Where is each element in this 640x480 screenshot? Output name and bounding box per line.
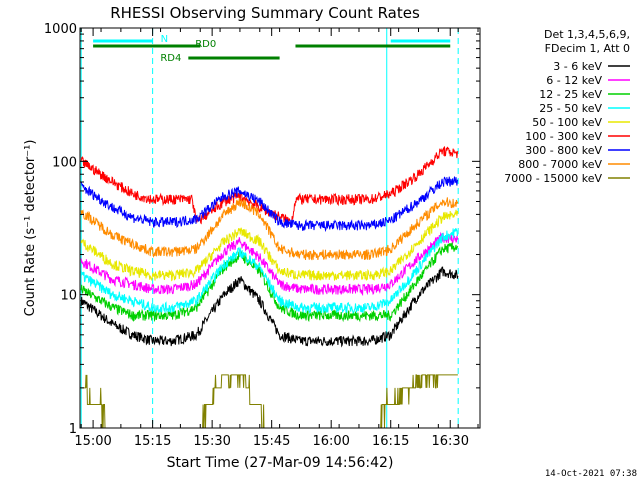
x-tick-label: 15:30 <box>193 434 230 449</box>
legend-entry-label: 800 - 7000 keV <box>518 158 602 171</box>
x-tick-label: 15:15 <box>134 434 171 449</box>
y-tick-label: 1000 <box>44 22 77 37</box>
legend-entry-label: 100 - 300 keV <box>525 130 602 143</box>
series-line <box>80 231 459 297</box>
series-line <box>80 266 459 348</box>
legend-entry-label: 3 - 6 keV <box>553 60 602 73</box>
legend-entry-label: 300 - 800 keV <box>525 144 602 157</box>
series-line <box>81 374 458 428</box>
y-axis-label: Count Rate (s⁻¹ detector⁻¹) <box>23 140 38 317</box>
x-tick-label: 15:45 <box>253 434 290 449</box>
legend-entry-label: 50 - 100 keV <box>532 116 602 129</box>
y-tick-label: 1 <box>69 422 77 437</box>
y-tick-label: 10 <box>60 289 77 304</box>
chart-title: RHESSI Observing Summary Count Rates <box>110 4 420 22</box>
x-tick-label: 16:00 <box>312 434 349 449</box>
flag-label: N <box>161 34 168 45</box>
series-line <box>80 242 459 323</box>
series-line <box>80 209 459 282</box>
y-tick-label: 100 <box>52 155 77 170</box>
x-tick-label: 16:15 <box>372 434 409 449</box>
x-axis-label: Start Time (27-Mar-09 14:56:42) <box>167 455 394 471</box>
series-line <box>80 227 459 315</box>
legend-entry-label: 25 - 50 keV <box>539 102 602 115</box>
x-tick-label: 15:00 <box>74 434 111 449</box>
legend-entry-label: 12 - 25 keV <box>539 88 602 101</box>
legend-header: FDecim 1, Att 0 <box>545 42 630 55</box>
flag-label: RD0 <box>195 39 216 50</box>
legend-header: Det 1,3,4,5,6,9, <box>544 28 630 41</box>
legend: Det 1,3,4,5,6,9,FDecim 1, Att 0 3 - 6 keV… <box>504 28 630 185</box>
series-line <box>80 197 459 261</box>
legend-entry-label: 7000 - 15000 keV <box>504 172 602 185</box>
x-tick-label: 16:30 <box>432 434 469 449</box>
series-line <box>80 176 459 233</box>
footer-timestamp: 14-Oct-2021 07:38 <box>545 469 637 479</box>
legend-entry-label: 6 - 12 keV <box>546 74 602 87</box>
flag-label: RD4 <box>160 53 181 64</box>
